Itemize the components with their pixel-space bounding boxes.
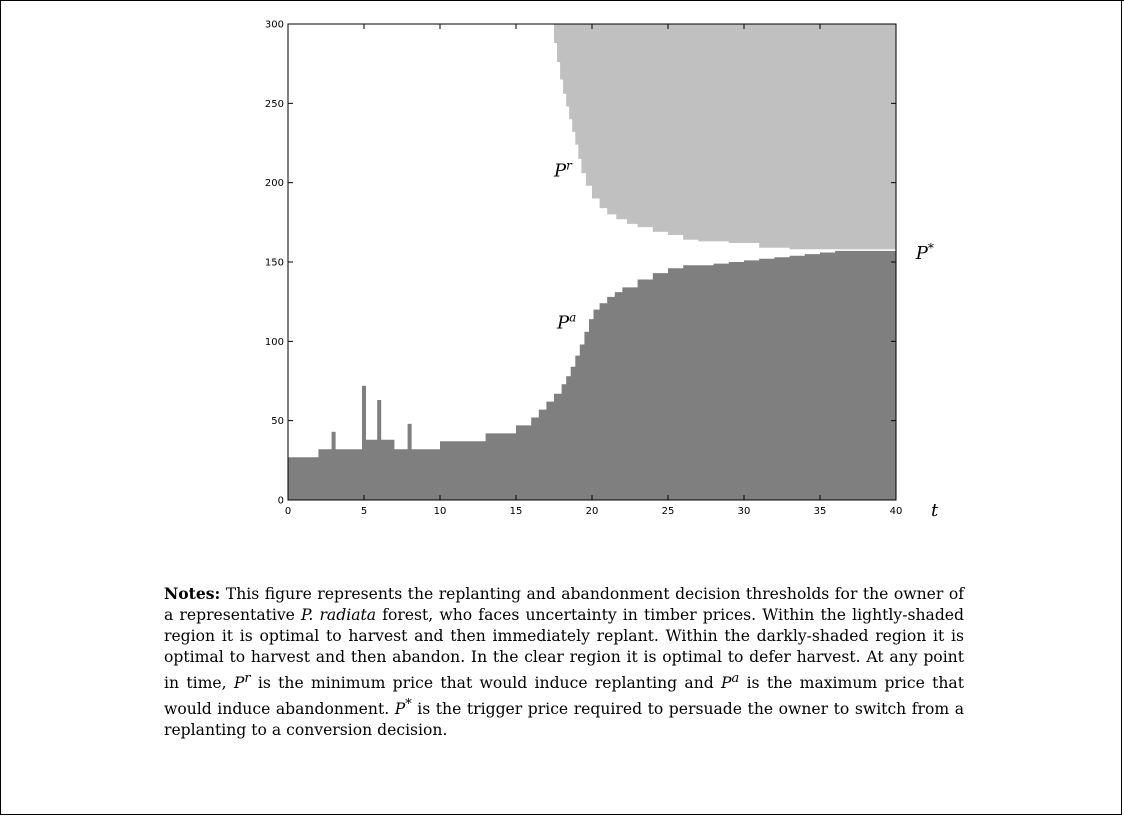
notes-text-2: forest, who faces uncertainty in timber … [164,606,965,693]
x-tick-label: 15 [510,506,523,517]
regions-layer [288,24,896,500]
y-tick-label: 100 [265,337,284,348]
abandon-spike [407,423,412,500]
notes-text-1: This figure represents the replanting an… [164,585,964,624]
y-tick-label: 150 [265,258,284,269]
notes-species: P. radiata [301,606,377,624]
notes-pa-symbol: Pa [721,671,740,693]
y-tick-label: 200 [265,178,284,189]
abandon-spike [377,400,382,500]
figure-notes: Notes: This figure represents the replan… [164,583,964,741]
frame-top-border [0,0,1124,1]
notes-text-5: is the trigger price required to persuad… [164,700,965,740]
light-region-replant [551,24,896,250]
y-tick-label: 300 [265,20,284,31]
x-tick-label: 40 [890,506,903,517]
annotations-layer: Pr Pa P* [553,158,934,333]
y-tick-label: 0 [278,496,284,507]
x-tick-label: 5 [361,506,367,517]
tick-labels-layer: 0 5 10 15 20 25 30 35 40 0 50 100 150 200 250 300 [265,20,902,518]
y-tick-label: 250 [265,99,284,110]
x-tick-label: 30 [738,506,751,517]
notes-text-3: is the minimum price that would induce r… [250,674,722,693]
x-axis-label: t [931,500,939,521]
x-tick-label: 20 [586,506,599,517]
x-tick-label: 0 [285,506,291,517]
dark-region-abandon [288,250,896,500]
x-tick-label: 25 [662,506,675,517]
abandon-spike [331,431,336,500]
notes-label: Notes: [164,584,221,603]
notes-text-4: is the maximum price that would induce a… [164,674,964,719]
threshold-label-pstar: P* [915,241,934,264]
x-tick-label: 10 [434,506,447,517]
x-tick-label: 35 [814,506,827,517]
abandon-spike [362,385,366,500]
ticks-layer [287,23,897,501]
notes-pstar-symbol: P* [394,697,412,719]
notes-paragraph: Notes: This figure represents the replan… [164,583,964,741]
threshold-label-pr: Pr [553,158,573,181]
y-tick-label: 50 [271,416,284,427]
notes-pr-symbol: Pr [233,671,251,693]
threshold-label-pa: Pa [556,311,576,334]
